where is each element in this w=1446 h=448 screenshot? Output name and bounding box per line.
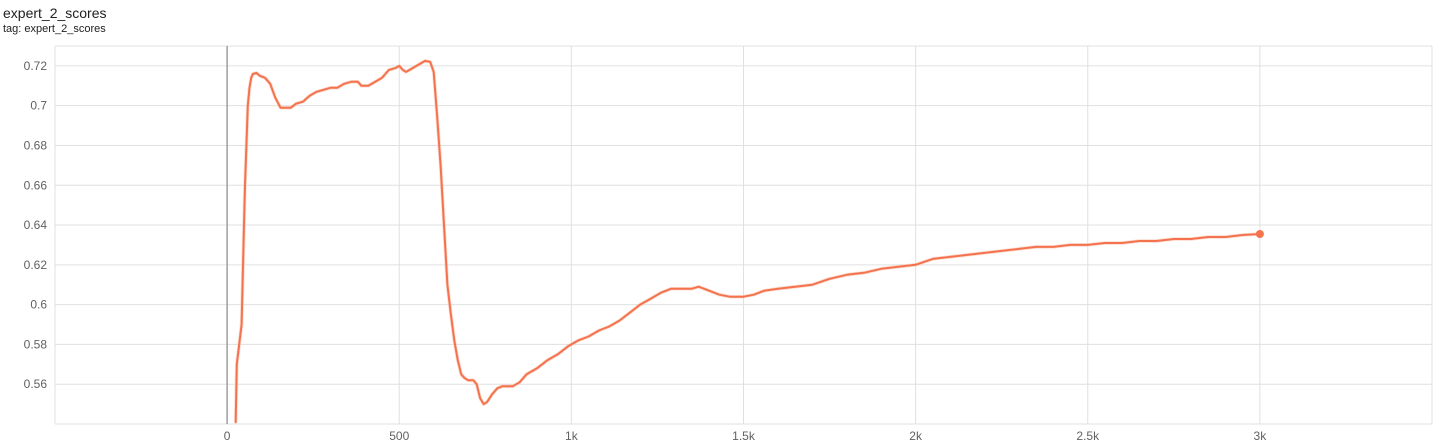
y-tick-label: 0.62 (24, 258, 48, 272)
y-tick-label: 0.6 (30, 298, 47, 312)
x-tick-label: 3k (1254, 429, 1268, 443)
chart-title: expert_2_scores (3, 5, 107, 21)
grid-layer (54, 45, 1433, 425)
axis-layer: 0.56 0.58 0.6 0.62 0.64 0.66 0.68 0.7 0.72 0 500 1k… (24, 59, 1268, 443)
y-tick-label: 0.7 (30, 99, 47, 113)
series-last-point (1255, 230, 1264, 239)
x-tick-label: 2.5k (1076, 429, 1100, 443)
x-tick-label: 1.5k (732, 429, 756, 443)
x-tick-label: 0 (224, 429, 231, 443)
x-tick-label: 500 (389, 429, 409, 443)
x-tick-label: 2k (909, 429, 923, 443)
y-tick-label: 0.68 (24, 138, 48, 152)
series-layer (233, 59, 1264, 424)
x-tick-label: 1k (565, 429, 579, 443)
series-line (234, 59, 1261, 423)
y-tick-label: 0.56 (24, 377, 48, 391)
chart-tag: tag: expert_2_scores (3, 23, 106, 35)
y-tick-label: 0.58 (24, 337, 48, 351)
y-tick-label: 0.66 (24, 178, 48, 192)
y-tick-label: 0.64 (24, 218, 48, 232)
series-raw-line (233, 59, 1262, 424)
y-tick-label: 0.72 (24, 59, 48, 73)
